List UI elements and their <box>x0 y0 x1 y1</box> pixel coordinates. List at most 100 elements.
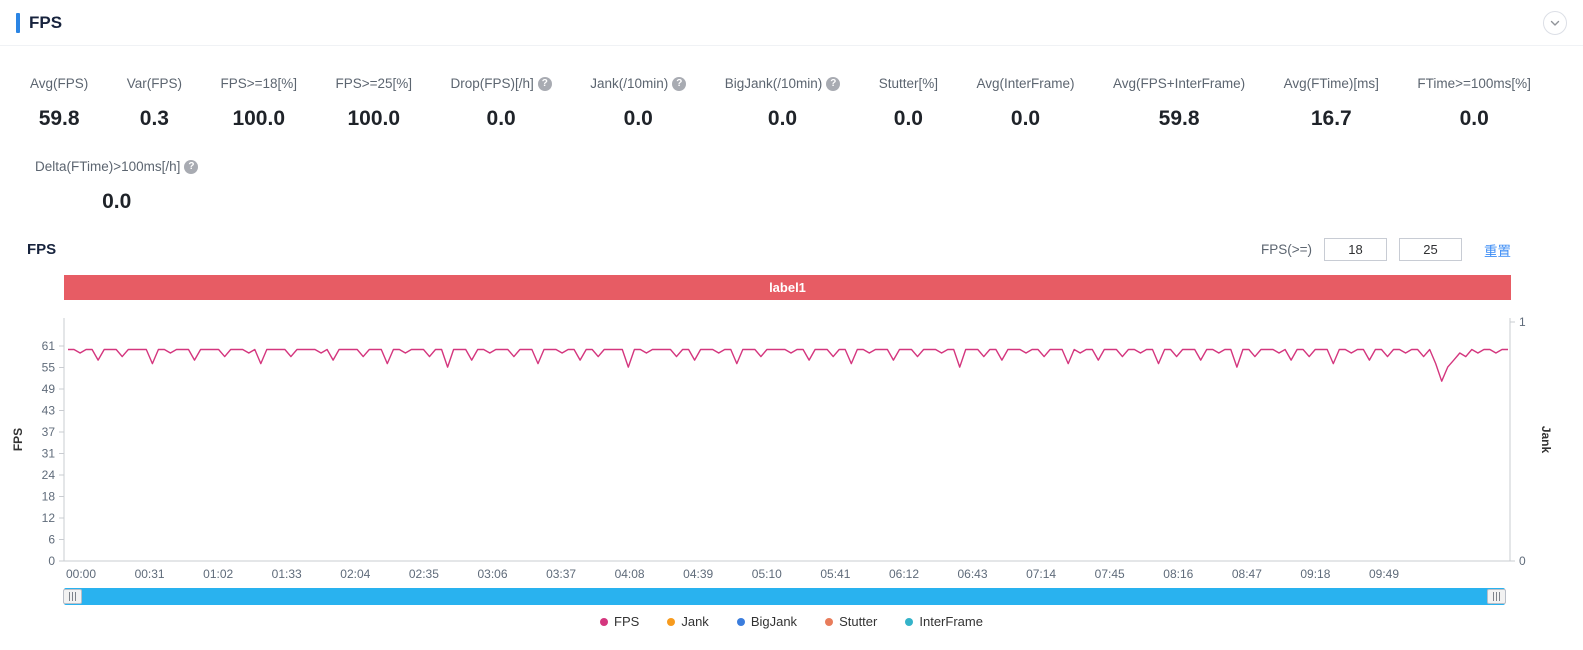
stat-avg-interframe: Avg(InterFrame) 0.0 <box>977 76 1075 131</box>
svg-text:06:12: 06:12 <box>889 567 919 581</box>
fps-filter-label: FPS(>=) <box>1260 242 1312 257</box>
legend-label: Jank <box>681 614 709 629</box>
svg-text:00:31: 00:31 <box>135 567 165 581</box>
svg-text:37: 37 <box>42 425 56 439</box>
legend-item-jank[interactable]: Jank <box>667 614 709 629</box>
grip-icon <box>1493 592 1500 601</box>
stat-drop-fps: Drop(FPS)[/h]? 0.0 <box>451 76 552 131</box>
stat-label: Stutter[%] <box>878 76 939 91</box>
svg-text:49: 49 <box>42 382 56 396</box>
legend-dot-icon <box>825 617 834 626</box>
legend-item-interframe[interactable]: InterFrame <box>905 614 983 629</box>
svg-text:01:02: 01:02 <box>203 567 233 581</box>
svg-text:09:49: 09:49 <box>1369 567 1399 581</box>
stat-jank: Jank(/10min)? 0.0 <box>590 76 687 131</box>
stat-value: 0.0 <box>767 107 798 130</box>
stat-label: Var(FPS) <box>126 76 182 91</box>
stat-label: Avg(InterFrame) <box>976 76 1075 91</box>
stat-label: FPS>=18[%] <box>220 76 298 91</box>
stat-avg-fps: Avg(FPS) 59.8 <box>30 76 88 131</box>
legend-dot-icon <box>667 617 676 626</box>
help-icon[interactable]: ? <box>184 159 199 174</box>
fps-line-chart: 61 55 49 43 37 31 24 18 12 6 0 1 0 00:00 00:31 01:02 01:… <box>11 315 1553 581</box>
svg-text:04:08: 04:08 <box>615 567 645 581</box>
panel-title: FPS <box>29 12 63 32</box>
svg-text:0: 0 <box>48 554 55 568</box>
svg-text:31: 31 <box>42 447 56 461</box>
svg-text:03:37: 03:37 <box>546 567 576 581</box>
legend-label: Stutter <box>839 614 878 629</box>
svg-text:6: 6 <box>48 533 55 547</box>
stat-avg-fps-interframe: Avg(FPS+InterFrame) 59.8 <box>1113 76 1245 131</box>
datazoom-right-handle[interactable] <box>1487 589 1506 604</box>
datazoom-scrollbar[interactable] <box>63 588 1506 605</box>
fps-threshold-high-input[interactable] <box>1399 238 1462 261</box>
chart-legend: FPS Jank BigJank Stutter InterFrame <box>0 614 1583 629</box>
svg-text:FPS: FPS <box>11 428 25 451</box>
stat-value: 0.0 <box>486 107 516 130</box>
label-banner-text: label1 <box>769 280 806 295</box>
help-icon[interactable]: ? <box>672 76 687 91</box>
legend-item-stutter[interactable]: Stutter <box>825 614 877 629</box>
reset-link[interactable]: 重置 <box>1484 243 1511 259</box>
svg-text:12: 12 <box>42 511 56 525</box>
stat-label: BigJank(/10min) <box>724 76 823 91</box>
grip-icon <box>69 592 76 601</box>
stat-value: 0.3 <box>139 107 169 130</box>
svg-text:04:39: 04:39 <box>683 567 713 581</box>
svg-text:08:47: 08:47 <box>1232 567 1262 581</box>
help-icon[interactable]: ? <box>537 76 552 91</box>
legend-dot-icon <box>736 617 745 626</box>
svg-text:00:00: 00:00 <box>66 567 96 581</box>
stat-label: Drop(FPS)[/h] <box>450 76 534 91</box>
stat-stutter: Stutter[%] 0.0 <box>879 76 938 131</box>
svg-text:18: 18 <box>42 490 56 504</box>
legend-item-bigjank[interactable]: BigJank <box>736 614 798 629</box>
stat-value: 0.0 <box>102 190 132 213</box>
stat-var-fps: Var(FPS) 0.3 <box>127 76 182 131</box>
datazoom-left-handle[interactable] <box>63 589 82 604</box>
stat-label: Avg(FTime)[ms] <box>1283 76 1379 91</box>
svg-text:43: 43 <box>42 404 56 418</box>
legend-dot-icon <box>905 617 914 626</box>
stat-bigjank: BigJank(/10min)? 0.0 <box>725 76 841 131</box>
stat-label: Avg(FPS) <box>30 76 89 91</box>
legend-label: BigJank <box>750 614 798 629</box>
collapse-button[interactable] <box>1543 10 1567 35</box>
stats-row: Avg(FPS) 59.8 Var(FPS) 0.3 FPS>=18[%] 10… <box>0 46 1583 131</box>
legend-label: FPS <box>614 614 640 629</box>
stat-value: 16.7 <box>1310 107 1352 130</box>
stat-label: Delta(FTime)>100ms[/h] <box>35 159 181 174</box>
svg-text:02:35: 02:35 <box>409 567 439 581</box>
stat-ftime-ge-100ms: FTime>=100ms[%] 0.0 <box>1417 76 1531 131</box>
svg-text:0: 0 <box>1519 554 1526 568</box>
stat-label: FPS>=25[%] <box>335 76 413 91</box>
svg-text:Jank: Jank <box>1539 426 1553 454</box>
svg-text:61: 61 <box>42 339 56 353</box>
help-icon[interactable]: ? <box>826 76 841 91</box>
legend-item-fps[interactable]: FPS <box>600 614 639 629</box>
stat-delta-ftime: Delta(FTime)>100ms[/h]? 0.0 <box>35 159 199 214</box>
chevron-down-icon <box>1550 20 1560 26</box>
svg-text:01:33: 01:33 <box>272 567 302 581</box>
stat-value: 100.0 <box>232 107 286 130</box>
svg-text:05:41: 05:41 <box>820 567 850 581</box>
stat-fps-ge-18: FPS>=18[%] 100.0 <box>220 76 297 131</box>
stat-value: 59.8 <box>1158 107 1200 130</box>
chart-title: FPS <box>27 241 57 258</box>
svg-text:24: 24 <box>42 468 56 482</box>
svg-text:08:16: 08:16 <box>1163 567 1193 581</box>
fps-threshold-low-input[interactable] <box>1324 238 1387 261</box>
accent-bar <box>16 12 20 33</box>
stat-value: 0.0 <box>623 107 653 130</box>
svg-text:02:04: 02:04 <box>340 567 370 581</box>
panel-header: FPS <box>0 0 1583 46</box>
stat-label: FTime>=100ms[%] <box>1417 76 1531 91</box>
stat-fps-ge-25: FPS>=25[%] 100.0 <box>335 76 412 131</box>
svg-text:03:06: 03:06 <box>477 567 507 581</box>
svg-text:09:18: 09:18 <box>1300 567 1330 581</box>
svg-text:55: 55 <box>42 361 56 375</box>
svg-text:1: 1 <box>1519 315 1526 329</box>
svg-text:07:45: 07:45 <box>1095 567 1125 581</box>
svg-text:06:43: 06:43 <box>957 567 987 581</box>
